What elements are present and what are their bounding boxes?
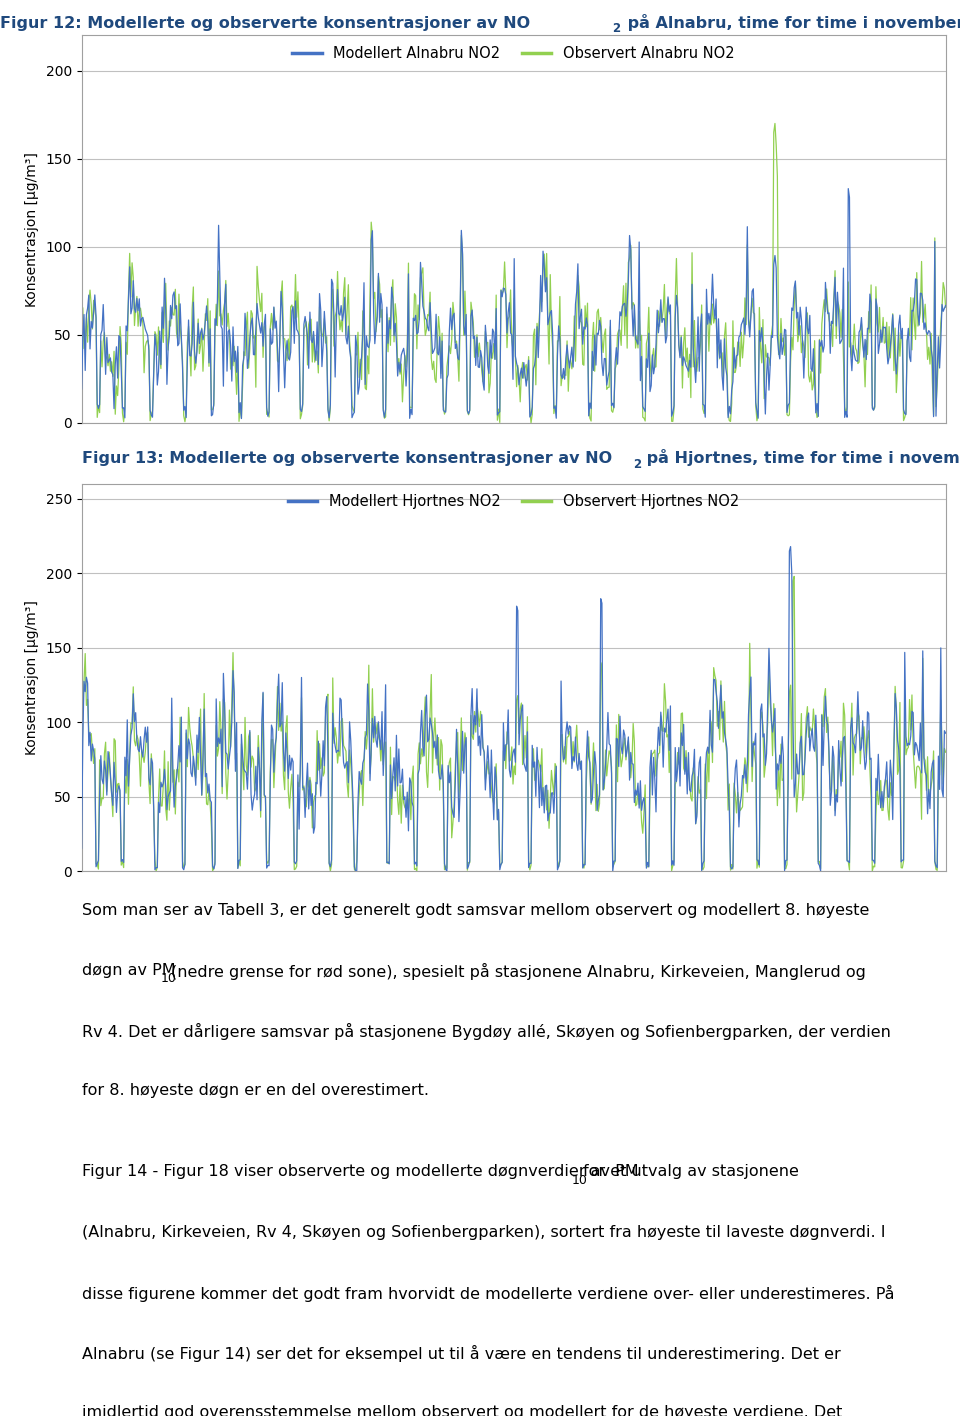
Text: på Hjortnes, time for time i november 2009.: på Hjortnes, time for time i november 20…	[641, 449, 960, 466]
Text: for et utvalg av stasjonene: for et utvalg av stasjonene	[583, 1164, 799, 1180]
Legend: Modellert Hjortnes NO2, Observert Hjortnes NO2: Modellert Hjortnes NO2, Observert Hjortn…	[282, 489, 745, 515]
Text: (Alnabru, Kirkeveien, Rv 4, Skøyen og Sofienbergparken), sortert fra høyeste til: (Alnabru, Kirkeveien, Rv 4, Skøyen og So…	[82, 1225, 885, 1239]
Text: Rv 4. Det er dårligere samsvar på stasjonene Bygdøy allé, Skøyen og Sofienbergpa: Rv 4. Det er dårligere samsvar på stasjo…	[82, 1024, 891, 1041]
Text: imidlertid god overensstemmelse mellom observert og modellert for de høyeste ver: imidlertid god overensstemmelse mellom o…	[82, 1405, 842, 1416]
Y-axis label: Konsentrasjon [µg/m³]: Konsentrasjon [µg/m³]	[25, 152, 38, 306]
Legend: Modellert Alnabru NO2, Observert Alnabru NO2: Modellert Alnabru NO2, Observert Alnabru…	[287, 40, 740, 67]
Text: (nedre grense for rød sone), spesielt på stasjonene Alnabru, Kirkeveien, Mangler: (nedre grense for rød sone), spesielt på…	[172, 963, 866, 980]
Y-axis label: Konsentrasjon [µg/m³]: Konsentrasjon [µg/m³]	[25, 600, 38, 755]
Text: Figur 14 - Figur 18 viser observerte og modellerte døgnverdier av PM: Figur 14 - Figur 18 viser observerte og …	[82, 1164, 638, 1180]
Text: 10: 10	[160, 973, 176, 986]
Text: 2: 2	[612, 21, 620, 34]
Text: 10: 10	[571, 1174, 588, 1187]
Text: disse figurene kommer det godt fram hvorvidt de modellerte verdiene over- eller : disse figurene kommer det godt fram hvor…	[82, 1284, 894, 1301]
Text: Alnabru (se Figur 14) ser det for eksempel ut til å være en tendens til underest: Alnabru (se Figur 14) ser det for eksemp…	[82, 1345, 840, 1362]
Text: Figur 12: Modellerte og observerte konsentrasjoner av NO: Figur 12: Modellerte og observerte konse…	[0, 16, 530, 31]
Text: på Alnabru, time for time i november 2009.: på Alnabru, time for time i november 200…	[622, 14, 960, 31]
Text: 2: 2	[633, 457, 641, 470]
Text: Figur 13: Modellerte og observerte konsentrasjoner av NO: Figur 13: Modellerte og observerte konse…	[82, 450, 612, 466]
Text: for 8. høyeste døgn er en del overestimert.: for 8. høyeste døgn er en del overestime…	[82, 1083, 428, 1099]
Text: døgn av PM: døgn av PM	[82, 963, 176, 978]
Text: Som man ser av Tabell 3, er det generelt godt samsvar mellom observert og modell: Som man ser av Tabell 3, er det generelt…	[82, 903, 869, 918]
